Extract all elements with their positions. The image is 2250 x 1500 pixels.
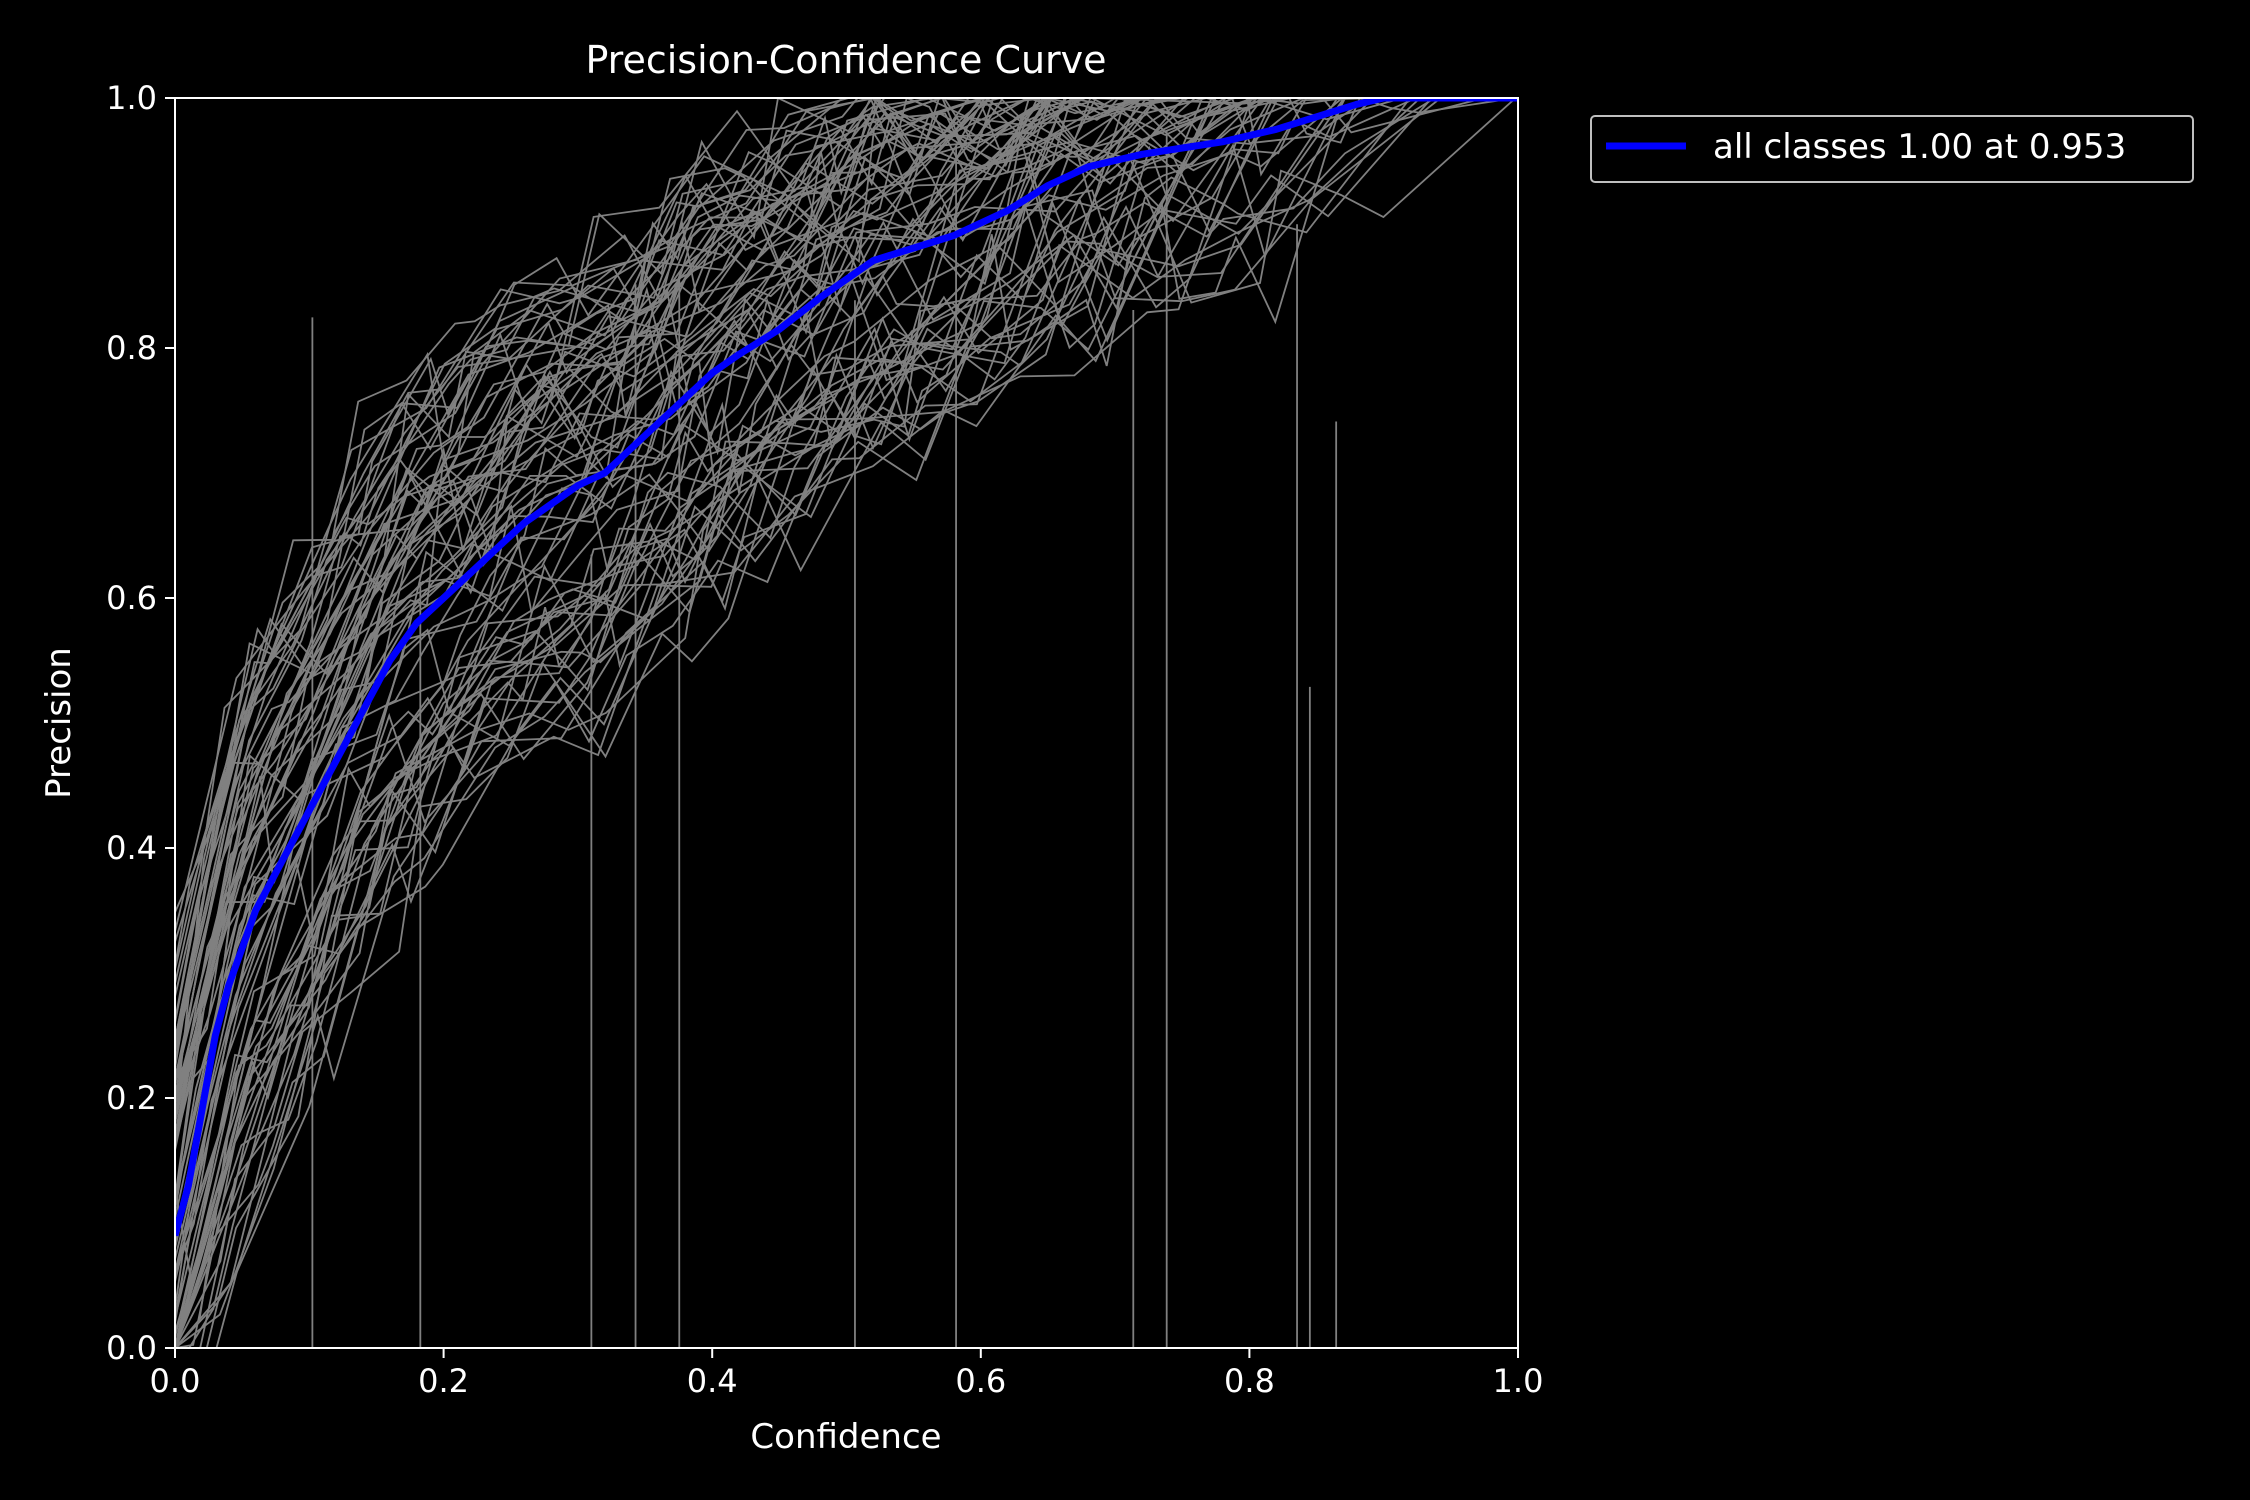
class-curve-line xyxy=(175,98,1518,1283)
y-tick-label: 0.4 xyxy=(106,829,157,867)
class-curve-line xyxy=(175,98,1518,1211)
class-curve-line xyxy=(175,98,1518,1103)
class-curve-line xyxy=(175,98,1518,1348)
class-curve-line xyxy=(175,98,1518,1052)
y-tick-label: 0.2 xyxy=(106,1079,157,1117)
class-curve-line xyxy=(175,98,1518,1348)
class-curve-line xyxy=(175,98,1518,1348)
class-curve-line xyxy=(175,98,1518,970)
plot-frame xyxy=(174,97,1519,1349)
class-curve-line xyxy=(175,98,1518,1135)
class-curve-line xyxy=(175,98,1518,966)
class-curve-line xyxy=(175,98,1518,1284)
class-curve-line xyxy=(175,98,1518,1273)
class-curve-line xyxy=(175,98,1518,1348)
chart-title: Precision-Confidence Curve xyxy=(585,38,1106,82)
legend-label-all-classes: all classes 1.00 at 0.953 xyxy=(1713,127,2126,167)
class-curve-line xyxy=(175,98,1518,1099)
x-tick-label: 0.8 xyxy=(1224,1362,1275,1400)
class-curve-line xyxy=(175,98,1518,1063)
y-tick-label: 0.0 xyxy=(106,1329,157,1367)
class-curve-line xyxy=(175,98,1518,1198)
x-tick-label: 0.6 xyxy=(955,1362,1006,1400)
class-curve-line xyxy=(175,98,1518,1151)
class-curve-line xyxy=(175,98,1518,1199)
class-curve-line xyxy=(175,98,1518,1348)
y-axis-ticks: 0.0 0.2 0.4 0.6 0.8 1.0 xyxy=(106,79,175,1367)
class-curve-line xyxy=(175,98,1518,1338)
y-tick-label: 1.0 xyxy=(106,79,157,117)
x-tick-label: 0.4 xyxy=(687,1362,738,1400)
class-curve-line xyxy=(175,98,1518,1348)
class-curve-line xyxy=(175,98,1518,1097)
class-curve-line xyxy=(175,98,1518,1122)
class-curve-line xyxy=(175,98,1518,1084)
class-curve-line xyxy=(175,98,1518,1080)
x-axis-ticks: 0.0 0.2 0.4 0.6 0.8 1.0 xyxy=(150,1348,1544,1400)
class-curve-line xyxy=(175,98,1518,943)
class-curve-line xyxy=(175,98,1518,1348)
class-curve-line xyxy=(175,98,1518,1143)
class-curve-line xyxy=(175,98,1518,1348)
all-classes-line xyxy=(175,98,1518,1237)
class-curves xyxy=(175,98,1518,1348)
x-tick-label: 0.2 xyxy=(418,1362,469,1400)
legend-box xyxy=(1590,115,2194,183)
x-tick-label: 0.0 xyxy=(150,1362,201,1400)
class-curve-line xyxy=(175,98,1518,1048)
class-curve-line xyxy=(175,98,1518,1086)
all-classes-series xyxy=(175,98,1518,1237)
class-curve-line xyxy=(175,98,1518,913)
class-curve-line xyxy=(175,98,1518,1041)
class-curve-line xyxy=(175,98,1518,932)
class-curve-line xyxy=(175,98,1518,1348)
y-axis-label: Precision xyxy=(39,647,79,799)
x-axis-label: Confidence xyxy=(750,1417,941,1457)
y-tick-label: 0.6 xyxy=(106,579,157,617)
class-curve-line xyxy=(175,98,1518,1039)
legend: all classes 1.00 at 0.953 xyxy=(1590,115,2194,183)
class-curve-line xyxy=(175,98,1518,1348)
x-tick-label: 1.0 xyxy=(1493,1362,1544,1400)
y-tick-label: 0.8 xyxy=(106,329,157,367)
class-curve-line xyxy=(175,98,1518,1219)
class-curve-line xyxy=(175,98,1518,1111)
